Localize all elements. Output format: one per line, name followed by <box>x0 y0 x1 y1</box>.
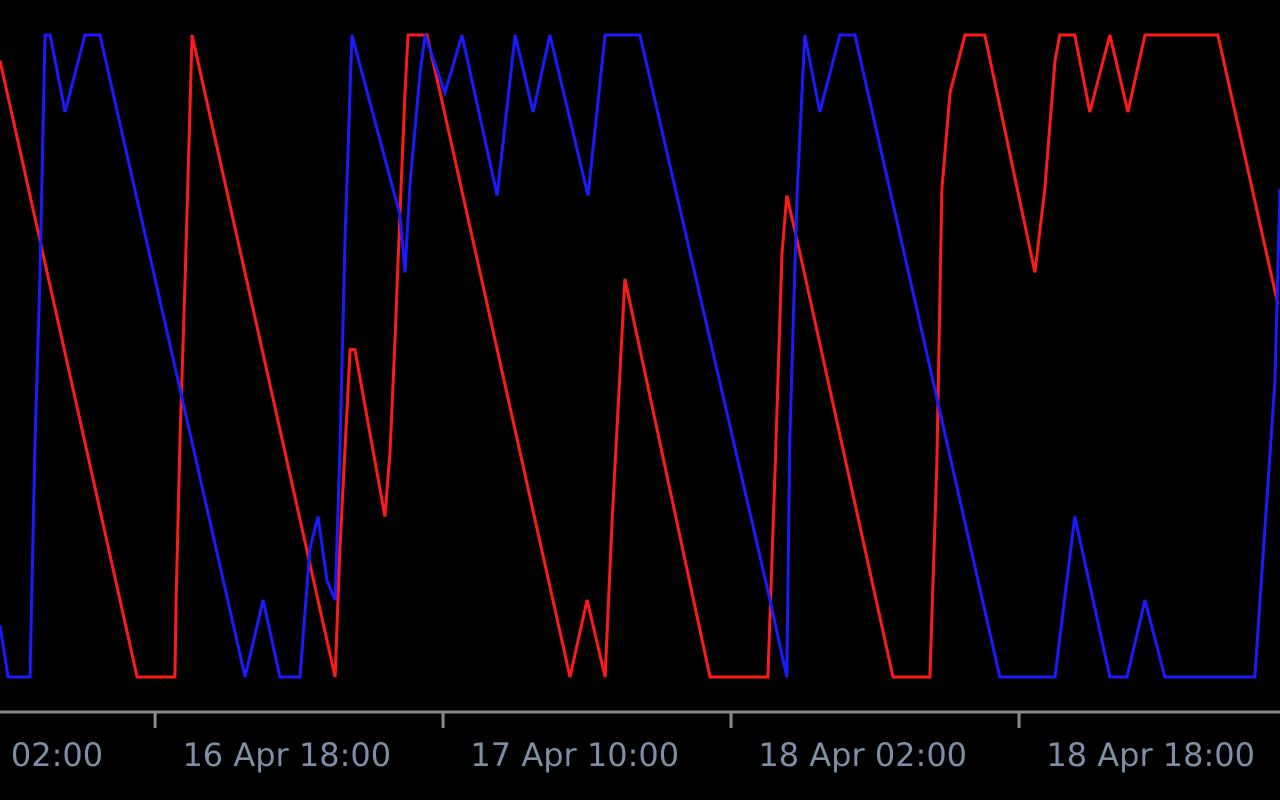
x-tick-label: 16 Apr 18:00 <box>182 736 391 774</box>
x-tick-label: 18 Apr 18:00 <box>1046 736 1255 774</box>
series-line <box>0 33 1280 679</box>
x-tick-label: 02:00 <box>11 736 103 774</box>
series-line <box>0 33 1280 679</box>
x-tick-label: 17 Apr 10:00 <box>470 736 679 774</box>
x-tick-label: 18 Apr 02:00 <box>758 736 967 774</box>
